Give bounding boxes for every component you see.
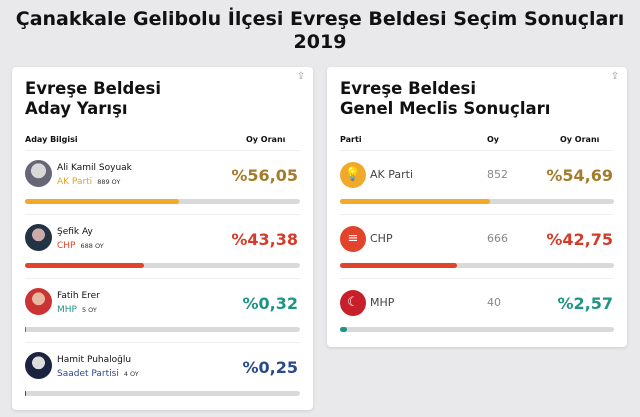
candidate-party: MHP 5 OY xyxy=(57,305,97,315)
progress-bar xyxy=(25,199,300,204)
title-line-2: Genel Meclis Sonuçları xyxy=(340,99,551,118)
vote-count: 852 xyxy=(487,168,508,181)
vote-rate: %54,69 xyxy=(546,166,613,185)
divider xyxy=(340,150,614,151)
progress-bar xyxy=(25,391,300,396)
council-results-card: ⇪ Evreşe Beldesi Genel Meclis Sonuçları P… xyxy=(327,67,627,347)
candidate-row: Fatih Erer MHP 5 OY %0,32 xyxy=(12,279,313,343)
progress-fill xyxy=(25,263,145,268)
progress-fill xyxy=(340,199,490,204)
title-line-1: Evreşe Beldesi xyxy=(340,79,477,98)
candidate-row: Hamit Puhaloğlu Saadet Partisi 4 OY %0,25 xyxy=(12,343,313,407)
divider xyxy=(340,278,614,279)
vote-count: 666 xyxy=(487,232,508,245)
col-candidate-header: Aday Bilgisi xyxy=(25,135,78,144)
progress-fill xyxy=(340,327,348,332)
candidate-party: CHP 688 OY xyxy=(57,241,104,251)
progress-bar xyxy=(25,327,300,332)
share-icon[interactable]: ⇪ xyxy=(296,71,306,82)
card-title: Evreşe Beldesi Aday Yarışı xyxy=(25,79,161,119)
col-rate-header: Oy Oranı xyxy=(246,135,286,144)
vote-rate: %0,32 xyxy=(242,294,298,313)
title-line-2: Aday Yarışı xyxy=(25,99,128,118)
progress-fill xyxy=(25,391,26,396)
party-name: AK Parti xyxy=(57,177,93,187)
divider xyxy=(25,278,300,279)
progress-bar xyxy=(340,263,614,268)
progress-bar xyxy=(340,327,614,332)
vote-rate: %42,75 xyxy=(546,230,613,249)
candidate-name: Fatih Erer xyxy=(57,291,100,301)
party-name: CHP xyxy=(57,241,76,251)
title-line-1: Evreşe Beldesi xyxy=(25,79,162,98)
candidate-name: Hamit Puhaloğlu xyxy=(57,355,132,365)
col-party-header: Parti xyxy=(340,135,362,144)
party-name: Saadet Partisi xyxy=(57,369,119,379)
party-name: CHP xyxy=(370,232,393,245)
divider xyxy=(25,150,300,151)
vote-rate: %43,38 xyxy=(231,230,298,249)
vote-count: 688 OY xyxy=(80,242,104,250)
party-name: MHP xyxy=(57,305,77,315)
progress-fill xyxy=(25,327,26,332)
vote-count: 40 xyxy=(487,296,501,309)
candidate-party: Saadet Partisi 4 OY xyxy=(57,369,139,379)
card-title: Evreşe Beldesi Genel Meclis Sonuçları xyxy=(340,79,550,119)
page-title: Çanakkale Gelibolu İlçesi Evreşe Beldesi… xyxy=(15,8,625,53)
progress-fill xyxy=(340,263,458,268)
vote-count: 5 OY xyxy=(81,306,97,314)
party-row: ≡ CHP 666 %42,75 xyxy=(327,215,627,279)
candidate-party: AK Parti 889 OY xyxy=(57,177,120,187)
party-name: MHP xyxy=(370,296,395,309)
vote-count: 4 OY xyxy=(123,370,139,378)
vote-rate: %0,25 xyxy=(242,358,298,377)
progress-bar xyxy=(25,263,300,268)
party-name: AK Parti xyxy=(370,168,414,181)
candidate-race-card: ⇪ Evreşe Beldesi Aday Yarışı Aday Bilgisi… xyxy=(12,67,313,410)
vote-rate: %56,05 xyxy=(231,166,298,185)
six-arrows-logo-icon: ≡ xyxy=(340,226,366,252)
progress-fill xyxy=(25,199,180,204)
candidate-name: Ali Kamil Soyuak xyxy=(57,163,132,173)
candidate-avatar xyxy=(25,160,52,187)
share-icon[interactable]: ⇪ xyxy=(610,71,620,82)
divider xyxy=(25,214,300,215)
vote-count: 889 OY xyxy=(97,178,121,186)
candidate-avatar xyxy=(25,352,52,379)
vote-rate: %2,57 xyxy=(557,294,613,313)
col-rate-header: Oy Oranı xyxy=(560,135,600,144)
progress-bar xyxy=(340,199,614,204)
col-votes-header: Oy xyxy=(487,135,500,144)
candidate-avatar xyxy=(25,288,52,315)
divider xyxy=(340,214,614,215)
candidate-name: Şefik Ay xyxy=(57,227,93,237)
three-crescents-logo-icon: ☾ xyxy=(340,290,366,316)
party-row: ☾ MHP 40 %2,57 xyxy=(327,279,627,343)
divider xyxy=(25,342,300,343)
candidate-avatar xyxy=(25,224,52,251)
candidate-row: Şefik Ay CHP 688 OY %43,38 xyxy=(12,215,313,279)
lightbulb-logo-icon: 💡 xyxy=(340,162,366,188)
party-row: 💡 AK Parti 852 %54,69 xyxy=(327,151,627,215)
candidate-row: Ali Kamil Soyuak AK Parti 889 OY %56,05 xyxy=(12,151,313,215)
